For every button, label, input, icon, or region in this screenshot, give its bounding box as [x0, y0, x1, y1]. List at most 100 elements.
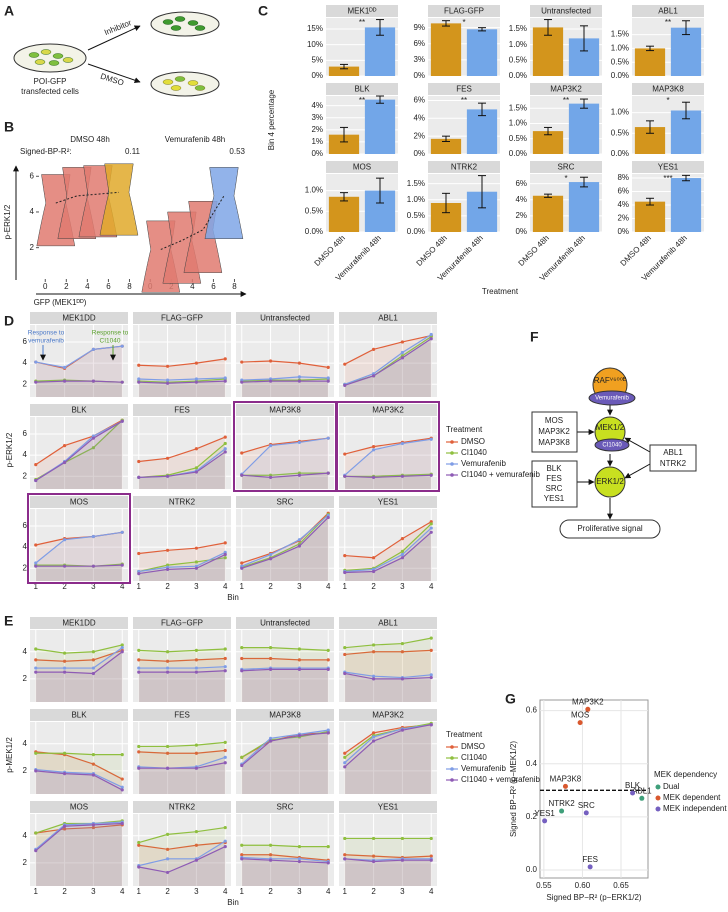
line: [241, 376, 329, 381]
y-axis-title: p-ERK1/2: [5, 432, 14, 467]
legend-label: MEK independent: [663, 804, 727, 813]
area: [138, 658, 226, 702]
facet-title: BLK: [71, 711, 87, 720]
point: [91, 666, 96, 670]
line: [344, 437, 432, 455]
x-tick-label: 1: [137, 887, 142, 896]
y-tick-label: 0.0%: [509, 149, 527, 158]
point: [371, 677, 376, 681]
point: [268, 379, 273, 383]
point: [297, 859, 302, 864]
line: [241, 729, 329, 765]
line: [138, 451, 226, 478]
area: [35, 346, 123, 397]
cells: [28, 49, 74, 66]
line: [138, 762, 226, 769]
panel-a: POI-GFP transfected cells Inhibitor DMSO: [13, 11, 220, 97]
area: [138, 381, 226, 397]
facet-title: MAP3K2: [372, 711, 404, 720]
point: [400, 340, 405, 344]
y-tick-label: 0%: [515, 227, 527, 236]
point: [194, 666, 199, 670]
point: [62, 460, 67, 465]
point: [34, 751, 38, 755]
x-tick-label: 0: [43, 282, 48, 291]
point: [194, 560, 199, 564]
facet-title: FES: [174, 406, 190, 415]
y-tick-label: 2: [23, 379, 28, 388]
facet-strip: [236, 709, 334, 721]
box-label: MAP3K2: [538, 427, 570, 436]
y-tick-label: 0.0: [526, 865, 538, 874]
point: [326, 658, 330, 662]
point: [371, 347, 376, 351]
plot-background: [30, 630, 128, 702]
facet-title: ABL1: [658, 7, 678, 16]
area: [241, 647, 329, 702]
point: [62, 827, 67, 831]
point: [223, 379, 227, 383]
point: [165, 378, 170, 382]
y-tick-label: 0.5%: [305, 206, 323, 215]
plot-background: [236, 325, 334, 397]
line: [35, 752, 123, 756]
legend-label: Vemurafenib: [461, 459, 506, 468]
point: [268, 739, 273, 743]
point: [297, 473, 302, 477]
point: [194, 470, 199, 474]
x-tick-label: 4: [429, 582, 434, 591]
arrow-label: DMSO: [99, 72, 125, 88]
point: [297, 361, 302, 365]
line: [138, 436, 226, 463]
point-label: ABL1: [632, 786, 652, 795]
y-tick-label: 0%: [413, 149, 425, 158]
arrow: [87, 25, 141, 51]
area: [35, 651, 123, 702]
y-tick-label: 15%: [307, 24, 323, 33]
point: [429, 437, 433, 441]
point: [62, 666, 67, 670]
point: [400, 728, 405, 732]
facet-strip: [632, 83, 704, 95]
point: [429, 332, 433, 337]
point: [371, 374, 376, 378]
point: [62, 651, 67, 655]
y-tick-label: 6: [23, 337, 28, 346]
area: [344, 724, 432, 794]
plot-background: [236, 814, 334, 886]
point: [429, 673, 433, 677]
point: [120, 785, 124, 789]
point: [240, 843, 244, 847]
point: [120, 753, 124, 757]
plot-background: [339, 814, 437, 886]
legend-label: DMSO: [461, 742, 485, 751]
panel-label: A: [4, 3, 14, 19]
area: [138, 443, 226, 489]
legend-label: CI1040 + vemurafenib: [461, 775, 540, 784]
line: [138, 826, 226, 844]
line: [241, 513, 329, 568]
significance: **: [461, 96, 467, 105]
x-tick-label: 4: [326, 887, 331, 896]
area: [344, 672, 432, 702]
y-tick-label: 0.2: [526, 812, 538, 821]
point-label: FES: [582, 855, 598, 864]
point: [371, 556, 376, 560]
facet-title: Vemurafenib 48h: [165, 135, 226, 144]
point: [400, 537, 405, 541]
point: [326, 845, 330, 849]
area: [241, 845, 329, 886]
plot-background: [30, 509, 128, 581]
y-tick-label: 4%: [515, 195, 527, 204]
legend-key: [450, 473, 454, 477]
point: [429, 530, 433, 534]
cells: [162, 76, 206, 91]
point: [137, 865, 141, 869]
y-tick-label: 4%: [413, 113, 425, 122]
area: [35, 421, 123, 489]
bar: [328, 66, 360, 76]
point: [268, 736, 273, 740]
point-label: BLK: [625, 781, 641, 790]
area: [138, 448, 226, 489]
y-tick-label: 0.5%: [611, 57, 629, 66]
